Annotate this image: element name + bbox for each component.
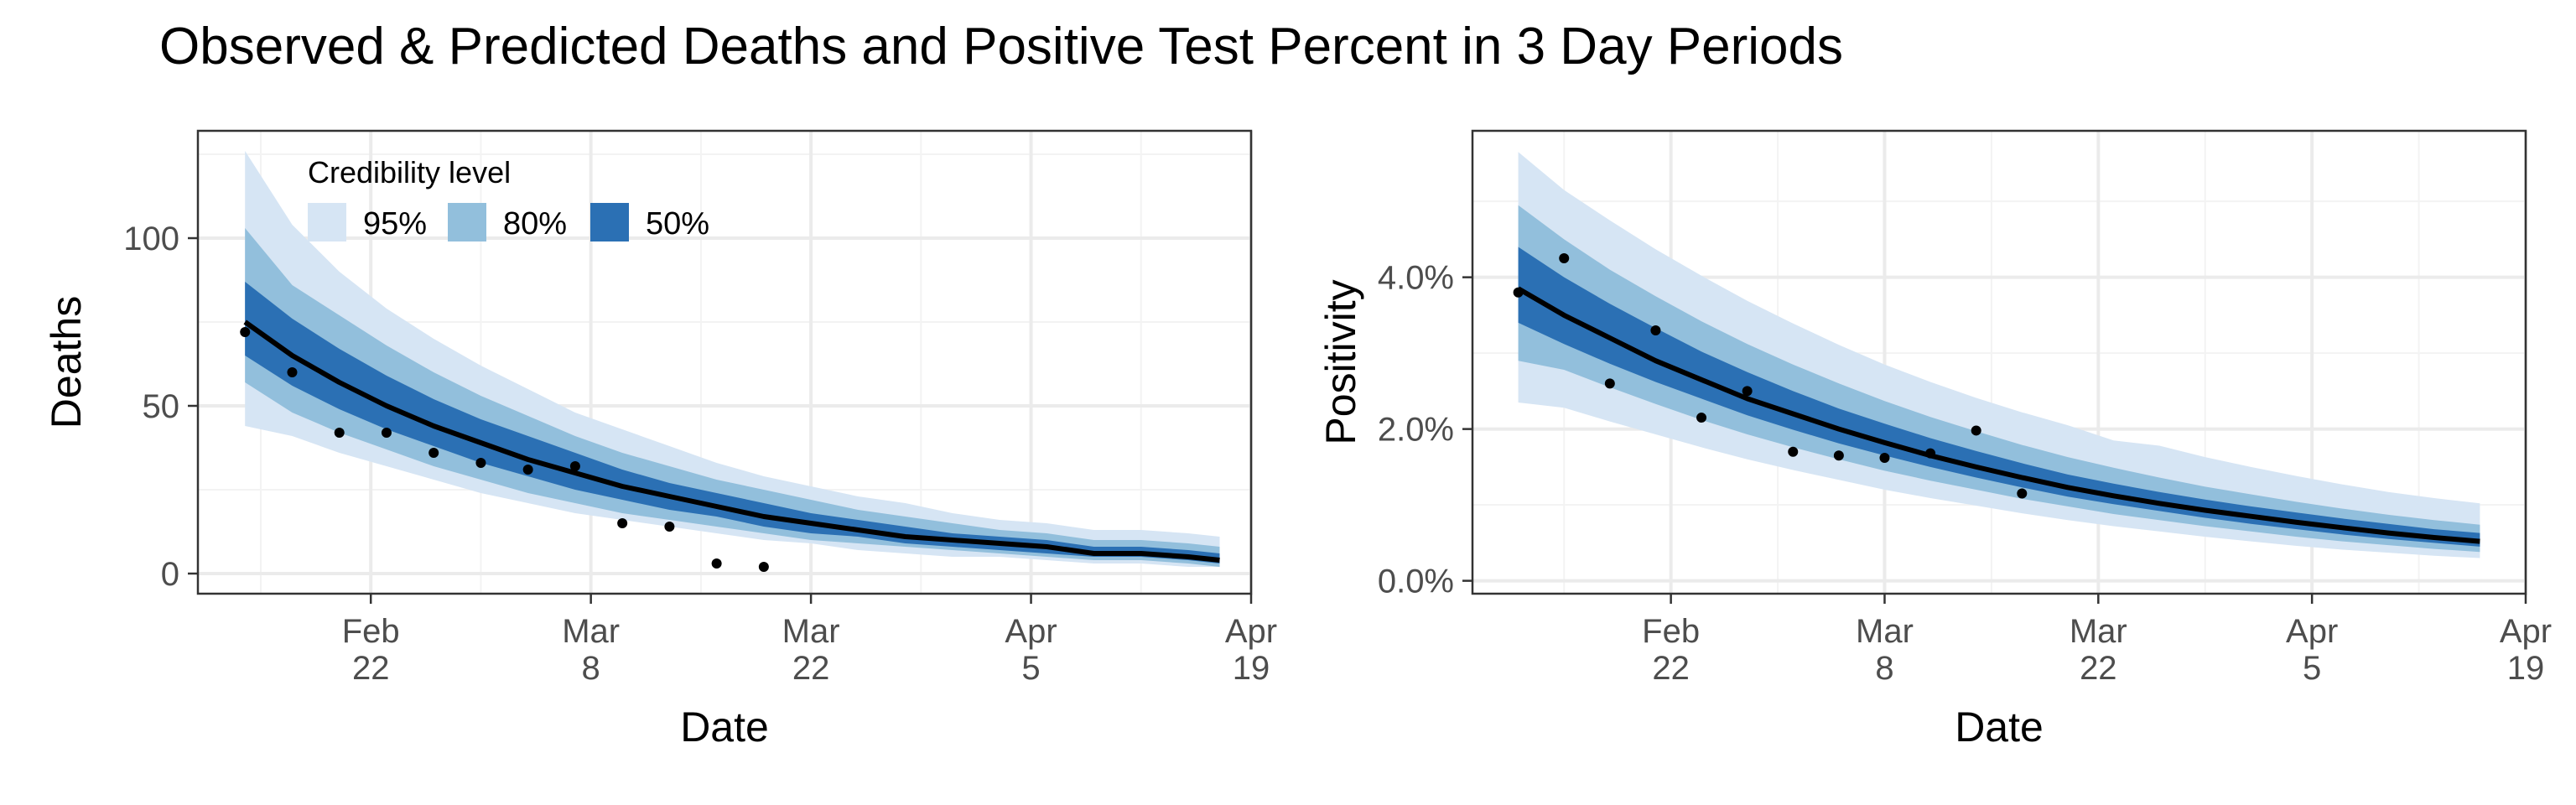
deaths-observed-point	[475, 458, 486, 468]
positivity-x-tick-label: Mar 8	[1856, 613, 1914, 687]
positivity-observed-point	[1513, 287, 1524, 298]
legend-title: Credibility level	[308, 155, 511, 190]
deaths-y-tick-label: 0	[161, 556, 179, 593]
deaths-observed-point	[617, 518, 628, 528]
positivity-panel: Feb 22 Mar 8 Mar 22 Apr 5 Apr 19 0.0% 2.0% 4.0% Date P…	[1317, 129, 2552, 750]
positivity-observed-point	[2017, 488, 2028, 499]
deaths-observed-point	[758, 562, 769, 572]
deaths-observed-point	[381, 428, 392, 438]
positivity-x-tick-label: Apr 5	[2286, 613, 2338, 687]
deaths-observed-point	[287, 367, 298, 377]
positivity-x-axis-title: Date	[1955, 704, 2044, 750]
deaths-band-50	[245, 282, 1220, 564]
positivity-band-50	[1518, 247, 2480, 547]
legend: Credibility level 95% 80% 50%	[308, 155, 709, 242]
positivity-observed-point	[1971, 425, 1981, 436]
deaths-median-line	[243, 319, 1220, 563]
positivity-y-tick-label: 4.0%	[1378, 260, 1454, 297]
positivity-panel-border	[1471, 129, 2527, 595]
positivity-band-95	[1518, 152, 2480, 558]
deaths-panel-border	[196, 129, 1253, 595]
positivity-y-tick-label: 0.0%	[1378, 564, 1454, 600]
deaths-x-axis-title: Date	[680, 704, 769, 750]
deaths-observed-point	[711, 558, 722, 569]
positivity-x-tick-label: Feb 22	[1642, 613, 1700, 687]
figure-title: Observed & Predicted Deaths and Positive…	[159, 18, 1843, 75]
deaths-x-tick-label: Mar 8	[562, 613, 620, 687]
positivity-observed-point	[1559, 253, 1570, 264]
legend-label-80: 80%	[503, 206, 567, 242]
positivity-x-tick-label: Mar 22	[2070, 613, 2127, 687]
positivity-observed-point	[1879, 453, 1890, 464]
deaths-observed-point	[664, 522, 675, 532]
deaths-observed-point	[428, 448, 439, 458]
deaths-observed-point	[569, 461, 580, 471]
positivity-x-tick-label: Apr 19	[2500, 613, 2552, 687]
positivity-observed-point	[1742, 386, 1753, 397]
legend-swatch-50	[590, 203, 629, 242]
positivity-observed-point	[1604, 378, 1615, 389]
deaths-observed-point	[240, 327, 251, 337]
positivity-y-tick-label: 2.0%	[1378, 412, 1454, 449]
legend-label-50: 50%	[646, 206, 709, 242]
positivity-median-line	[1517, 286, 2480, 544]
positivity-observed-point	[1696, 413, 1707, 423]
deaths-x-tick-label: Feb 22	[342, 613, 400, 687]
deaths-x-tick-label: Mar 22	[782, 613, 840, 687]
positivity-observed-point	[1650, 325, 1661, 335]
deaths-x-tick-label: Apr 5	[1005, 613, 1057, 687]
deaths-observed-point	[334, 428, 345, 438]
positivity-observed-point	[1925, 448, 1936, 459]
positivity-y-axis-title: Positivity	[1317, 279, 1364, 444]
legend-swatch-80	[448, 203, 486, 242]
positivity-observed-point	[1833, 450, 1844, 461]
deaths-observed-point	[522, 465, 533, 475]
deaths-y-tick-label: 50	[143, 388, 180, 425]
deaths-panel: Feb 22 Mar 8 Mar 22 Apr 5 Apr 19 0 50 100 Date Deaths	[43, 129, 1277, 750]
positivity-observed-point	[1788, 446, 1799, 457]
deaths-y-tick-label: 100	[123, 221, 179, 257]
legend-label-95: 95%	[363, 206, 427, 242]
deaths-x-tick-label: Apr 19	[1225, 613, 1277, 687]
legend-swatch-95	[308, 203, 346, 242]
deaths-y-axis-title: Deaths	[43, 296, 90, 428]
